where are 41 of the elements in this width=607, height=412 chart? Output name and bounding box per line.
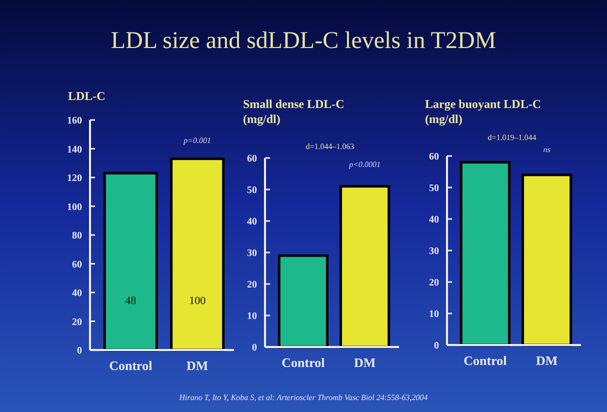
annotation: 100 [189,294,206,307]
chart-title: LDL-C [68,89,106,103]
y-tick-label: 50 [429,183,439,194]
chart-title: Large buoyant LDL-C (mg/dl) [425,97,542,126]
text: d=1.044–1.063 [306,142,354,151]
text: LDL size and sdLDL-C levels in T2DM [110,28,496,54]
annotation: p=0.001 [182,136,212,145]
y-tick-label: 0 [434,340,439,352]
text: ns [543,144,550,154]
y-tick-label: 160 [67,116,82,126]
x-tick-label: Control [109,358,153,373]
x-tick-label: Control [282,355,326,370]
y-tick-label: 10 [429,309,439,320]
y-tick-label: 20 [72,316,82,328]
y-tick-label: 40 [247,216,257,228]
y-tick-label: 20 [429,278,439,288]
y-tick-label: 40 [429,214,439,226]
y-tick-label: 20 [247,280,257,290]
x-tick-label: Control [464,353,508,368]
y-tick-label: 140 [67,144,82,156]
text: Hirano T, Ito Y, Koba S, et al: Arterioscler Thromb Vasc Biol 24:558-63,2004 [178,393,428,402]
y-tick-label: 80 [72,230,82,242]
y-tick-label: 0 [252,342,257,354]
y-tick-label: 120 [67,173,82,184]
y-tick-label: 50 [247,185,257,196]
x-tick-label: DM [186,358,208,373]
y-tick-label: 0 [77,346,82,356]
annotation: p<0.0001 [348,160,381,169]
y-tick-label: 60 [247,154,257,164]
y-tick-label: 10 [247,311,257,322]
y-tick-label: 40 [72,288,82,299]
y-tick-label: 100 [67,202,82,213]
chart-title: Small dense LDL-C (mg/dl) [243,97,344,126]
y-tick-label: 60 [72,259,82,270]
y-tick-label: 30 [247,248,257,259]
x-tick-label: DM [354,355,376,370]
x-tick-label: DM [536,353,558,368]
y-tick-label: 30 [429,246,439,257]
annotation: 48 [125,294,137,307]
text: d=1.019–1.044 [488,132,536,142]
y-tick-label: 60 [429,152,439,162]
